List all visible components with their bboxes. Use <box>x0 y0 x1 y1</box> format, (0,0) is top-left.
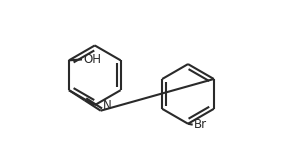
Text: OH: OH <box>83 53 101 66</box>
Text: Br: Br <box>194 118 207 131</box>
Text: N: N <box>103 99 112 112</box>
